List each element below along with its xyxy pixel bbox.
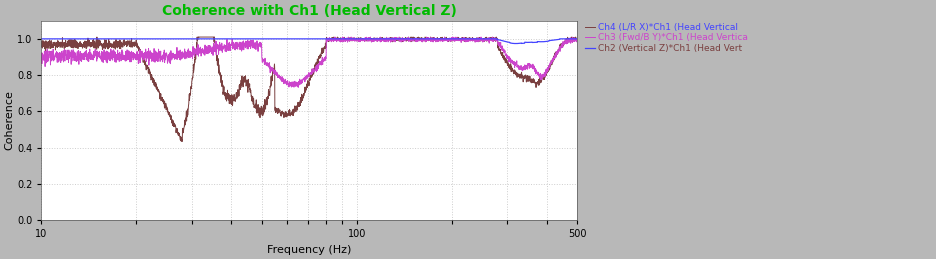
Ch4 (L/R X)*Ch1 (Head Vertical — [503, 63, 514, 66]
Ch2 (Vertical Z)*Ch1 (Head Vert — [241, 37, 252, 40]
Ch2 (Vertical Z)*Ch1 (Head Vert — [36, 37, 47, 40]
Ch4 (L/R X)*Ch1 (Head Vertical — [36, 46, 47, 49]
Ch3 (Fwd/B Y)*Ch1 (Head Vertica — [128, 54, 139, 57]
Ch4 (L/R X)*Ch1 (Head Vertical — [176, 140, 187, 143]
Line: Ch4 (L/R X)*Ch1 (Head Vertical: Ch4 (L/R X)*Ch1 (Head Vertical — [41, 37, 577, 142]
Title: Coherence with Ch1 (Head Vertical Z): Coherence with Ch1 (Head Vertical Z) — [162, 4, 456, 18]
Line: Ch3 (Fwd/B Y)*Ch1 (Head Vertica: Ch3 (Fwd/B Y)*Ch1 (Head Vertica — [41, 37, 577, 87]
Ch2 (Vertical Z)*Ch1 (Head Vert — [96, 37, 108, 40]
Ch2 (Vertical Z)*Ch1 (Head Vert — [264, 37, 275, 40]
Ch3 (Fwd/B Y)*Ch1 (Head Vertica — [503, 57, 514, 60]
Ch2 (Vertical Z)*Ch1 (Head Vert — [561, 37, 572, 40]
Ch2 (Vertical Z)*Ch1 (Head Vert — [128, 37, 139, 40]
Ch4 (L/R X)*Ch1 (Head Vertical — [128, 40, 139, 44]
Ch3 (Fwd/B Y)*Ch1 (Head Vertica — [36, 52, 47, 55]
Ch4 (L/R X)*Ch1 (Head Vertical — [561, 37, 572, 40]
Legend: Ch4 (L/R X)*Ch1 (Head Vertical, Ch3 (Fwd/B Y)*Ch1 (Head Vertica, Ch2 (Vertical Z: Ch4 (L/R X)*Ch1 (Head Vertical, Ch3 (Fwd… — [582, 21, 749, 55]
Ch3 (Fwd/B Y)*Ch1 (Head Vertica — [264, 68, 275, 71]
Ch3 (Fwd/B Y)*Ch1 (Head Vertica — [292, 86, 303, 89]
Ch4 (L/R X)*Ch1 (Head Vertical — [97, 44, 109, 47]
Ch3 (Fwd/B Y)*Ch1 (Head Vertica — [329, 35, 341, 39]
Ch3 (Fwd/B Y)*Ch1 (Head Vertica — [561, 38, 572, 41]
Ch4 (L/R X)*Ch1 (Head Vertical — [265, 85, 276, 89]
Ch2 (Vertical Z)*Ch1 (Head Vert — [571, 37, 582, 40]
Ch3 (Fwd/B Y)*Ch1 (Head Vertica — [96, 54, 108, 57]
Ch2 (Vertical Z)*Ch1 (Head Vert — [509, 42, 520, 45]
Ch2 (Vertical Z)*Ch1 (Head Vert — [503, 41, 514, 44]
Ch4 (L/R X)*Ch1 (Head Vertical — [241, 81, 253, 84]
X-axis label: Frequency (Hz): Frequency (Hz) — [267, 245, 351, 255]
Ch4 (L/R X)*Ch1 (Head Vertical — [571, 37, 582, 40]
Y-axis label: Coherence: Coherence — [4, 91, 14, 150]
Line: Ch2 (Vertical Z)*Ch1 (Head Vert: Ch2 (Vertical Z)*Ch1 (Head Vert — [41, 39, 577, 44]
Ch4 (L/R X)*Ch1 (Head Vertical — [91, 35, 102, 39]
Ch3 (Fwd/B Y)*Ch1 (Head Vertica — [241, 43, 252, 46]
Ch3 (Fwd/B Y)*Ch1 (Head Vertica — [571, 40, 582, 44]
